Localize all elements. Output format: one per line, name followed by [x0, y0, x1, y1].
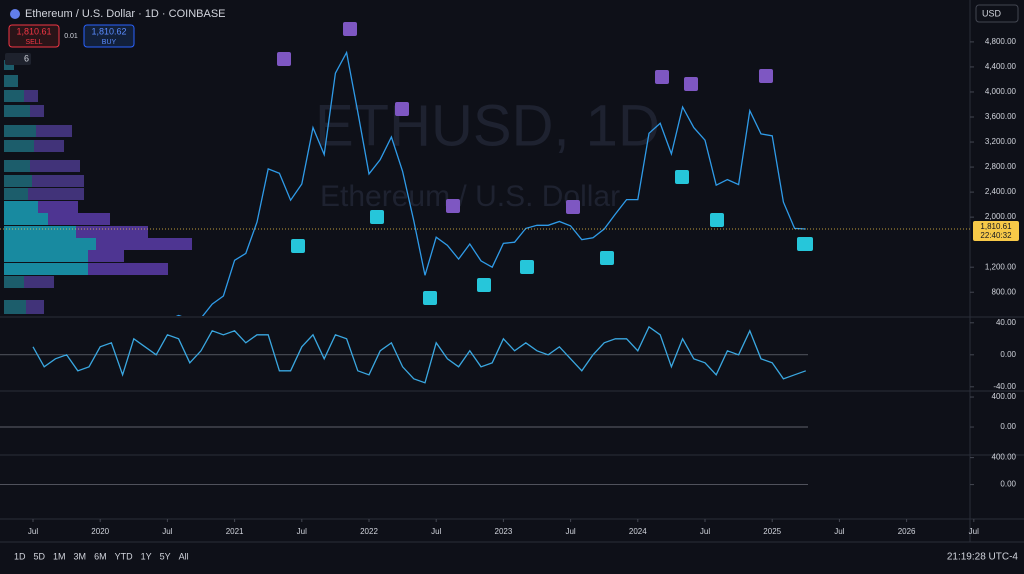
y-tick-label: 1,200.00: [985, 262, 1017, 271]
y-tick-label: 0.00: [1000, 422, 1016, 431]
x-tick-label: Jul: [297, 527, 307, 536]
x-tick-label: Jul: [565, 527, 575, 536]
x-tick-label: 2026: [898, 527, 916, 536]
x-tick-label: Jul: [969, 527, 979, 536]
y-tick-label: 2,000.00: [985, 212, 1017, 221]
y-tick-label: 800.00: [992, 287, 1017, 296]
y-tick-label: 40.00: [996, 318, 1017, 327]
range-button[interactable]: 3M: [74, 551, 87, 561]
y-tick-label: 4,400.00: [985, 62, 1017, 71]
range-button[interactable]: 6M: [94, 551, 107, 561]
x-tick-label: Jul: [431, 527, 441, 536]
x-tick-label: 2024: [629, 527, 647, 536]
signal-markers: [277, 22, 813, 305]
currency: USD: [982, 8, 1002, 18]
y-tick-label: 2,800.00: [985, 162, 1017, 171]
symbol-title: Ethereum / U.S. Dollar · 1D · COINBASE: [25, 8, 226, 20]
buy-label: BUY: [102, 39, 117, 46]
y-tick-label: 4,800.00: [985, 37, 1017, 46]
y-tick-label: 0.00: [1000, 350, 1016, 359]
buy-price: 1,810.62: [91, 26, 126, 36]
range-button[interactable]: 5D: [34, 551, 46, 561]
y-tick-label: 3,200.00: [985, 137, 1017, 146]
bottom-toolbar: 1D 5D 1M 3M 6M YTD 1Y 5Y All: [14, 551, 189, 561]
buy-button[interactable]: [83, 24, 135, 48]
x-tick-label: Jul: [162, 527, 172, 536]
y-tick-label: 400.00: [992, 453, 1017, 462]
sell-price: 1,810.61: [16, 26, 51, 36]
x-tick-label: 2020: [91, 527, 109, 536]
clock: 21:19:28 UTC-4: [947, 552, 1019, 563]
x-tick-label: Jul: [834, 527, 844, 536]
x-tick-label: 2021: [226, 527, 244, 536]
indicators-toggle[interactable]: [5, 53, 31, 65]
y-tick-label: 400.00: [992, 392, 1017, 401]
range-button[interactable]: 5Y: [160, 551, 171, 561]
sell-button[interactable]: [8, 24, 60, 48]
sell-label: SELL: [25, 39, 42, 46]
indicator-count: 6: [24, 53, 29, 63]
y-tick-label: -40.00: [993, 382, 1016, 391]
pane-borders: [0, 0, 1024, 543]
current-price-badge: [973, 221, 1019, 242]
range-button[interactable]: YTD: [115, 551, 134, 561]
x-tick-label: 2025: [763, 527, 781, 536]
currency-button[interactable]: [975, 4, 1019, 23]
countdown: 22:40:32: [980, 231, 1012, 240]
range-button[interactable]: All: [179, 551, 189, 561]
x-tick-label: Jul: [700, 527, 710, 536]
price-line: [175, 50, 806, 316]
range-button[interactable]: 1D: [14, 551, 26, 561]
y-tick-label: 3,600.00: [985, 112, 1017, 121]
x-tick-label: Jul: [28, 527, 38, 536]
volume-profile: [4, 60, 192, 314]
watermark-symbol: ETHUSD, 1D: [315, 93, 660, 158]
spread: 0.01: [64, 33, 78, 40]
range-button[interactable]: 1Y: [141, 551, 152, 561]
y-tick-label: 2,400.00: [985, 187, 1017, 196]
y-tick-label: 0.00: [1000, 480, 1016, 489]
oscillator-line: [32, 325, 807, 384]
range-button[interactable]: 1M: [53, 551, 66, 561]
current-price: 1,810.61: [980, 222, 1012, 231]
x-tick-label: 2022: [360, 527, 378, 536]
x-tick-label: 2023: [495, 527, 513, 536]
header: Ethereum / U.S. Dollar · 1D · COINBASE 1…: [5, 4, 1019, 65]
y-tick-label: 4,000.00: [985, 87, 1017, 96]
